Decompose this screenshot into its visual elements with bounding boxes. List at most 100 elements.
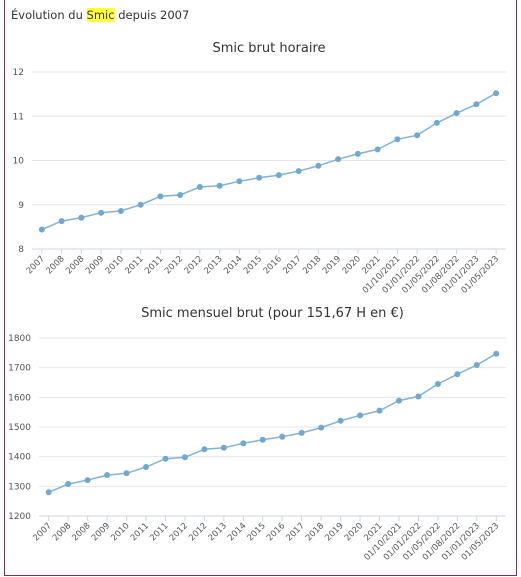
data-point[interactable] xyxy=(394,136,401,143)
data-point[interactable] xyxy=(78,214,85,221)
x-tick-label: 2013 xyxy=(202,254,224,276)
x-tick-label: 2016 xyxy=(262,254,284,276)
y-tick-label: 1300 xyxy=(8,482,31,492)
x-tick-label: 2019 xyxy=(323,521,345,543)
data-point[interactable] xyxy=(240,440,247,447)
x-tick-label: 2018 xyxy=(304,521,326,543)
x-tick-label: 2008 xyxy=(44,254,66,276)
data-point[interactable] xyxy=(216,182,223,189)
x-tick-label: 2011 xyxy=(148,521,170,543)
data-point[interactable] xyxy=(123,470,130,477)
data-point[interactable] xyxy=(335,156,342,163)
series-line xyxy=(48,353,497,493)
y-tick-label: 1500 xyxy=(8,423,31,433)
series-line xyxy=(41,92,497,231)
data-point[interactable] xyxy=(279,433,286,440)
page-title: Évolution du Smic depuis 2007 xyxy=(11,8,189,22)
data-point[interactable] xyxy=(236,178,243,185)
data-point[interactable] xyxy=(259,436,266,443)
data-point[interactable] xyxy=(181,454,188,461)
y-tick-label: 12 xyxy=(13,68,24,78)
x-tick-label: 2018 xyxy=(301,254,323,276)
x-tick-label: 2010 xyxy=(109,521,131,543)
data-point[interactable] xyxy=(374,146,381,153)
chart-title: Smic brut horaire xyxy=(212,41,325,56)
x-tick-label: 2010 xyxy=(104,254,126,276)
data-point[interactable] xyxy=(295,168,302,175)
data-point[interactable] xyxy=(104,472,111,479)
data-point[interactable] xyxy=(143,464,150,471)
data-point[interactable] xyxy=(414,132,421,139)
y-tick-label: 10 xyxy=(13,157,25,167)
title-prefix: Évolution du xyxy=(11,8,87,22)
x-tick-label: 2019 xyxy=(321,254,343,276)
y-tick-label: 1700 xyxy=(8,364,31,374)
data-point[interactable] xyxy=(275,172,282,179)
x-tick-label: 2013 xyxy=(207,521,229,543)
data-point[interactable] xyxy=(137,201,144,208)
data-point[interactable] xyxy=(196,184,203,191)
x-tick-label: 2009 xyxy=(90,521,112,543)
title-suffix: depuis 2007 xyxy=(114,8,190,22)
chart-title: Smic mensuel brut (pour 151,67 H en €) xyxy=(141,306,404,321)
x-tick-label: 2012 xyxy=(163,254,185,276)
grid xyxy=(32,71,506,250)
y-tick-label: 9 xyxy=(18,201,24,211)
x-tick-label: 2014 xyxy=(226,521,248,543)
x-tick-label: 2017 xyxy=(281,254,303,276)
data-point[interactable] xyxy=(493,90,500,97)
x-tick-label: 2012 xyxy=(183,254,205,276)
x-tick-label: 2020 xyxy=(341,254,363,276)
data-point[interactable] xyxy=(395,397,402,404)
y-tick-label: 1600 xyxy=(8,393,31,403)
monthly-chart: Smic mensuel brut (pour 151,67 H en €) 12… xyxy=(8,306,506,563)
data-point[interactable] xyxy=(65,480,72,487)
data-point[interactable] xyxy=(376,407,383,414)
data-point[interactable] xyxy=(58,218,65,225)
data-point[interactable] xyxy=(45,489,52,496)
data-point[interactable] xyxy=(473,101,480,108)
data-point[interactable] xyxy=(354,150,361,157)
y-tick-label: 1200 xyxy=(8,512,31,522)
data-point[interactable] xyxy=(38,226,45,233)
data-point[interactable] xyxy=(433,119,440,126)
data-point[interactable] xyxy=(473,361,480,368)
data-point[interactable] xyxy=(453,110,460,117)
data-point[interactable] xyxy=(98,209,105,216)
data-point[interactable] xyxy=(256,174,263,181)
hourly-chart: Smic brut horaire89101112200720082008200… xyxy=(13,41,506,296)
x-tick-label: 2011 xyxy=(129,521,151,543)
y-tick-label: 1400 xyxy=(8,453,31,463)
data-point[interactable] xyxy=(84,477,91,484)
data-point[interactable] xyxy=(454,371,461,378)
data-point[interactable] xyxy=(162,455,169,462)
data-point[interactable] xyxy=(157,193,164,200)
data-point[interactable] xyxy=(357,412,364,419)
data-point[interactable] xyxy=(434,380,441,387)
data-point[interactable] xyxy=(117,207,124,214)
grid xyxy=(39,337,506,517)
data-point[interactable] xyxy=(201,446,208,453)
y-tick-label: 11 xyxy=(13,112,24,122)
x-tick-label: 2007 xyxy=(25,254,47,276)
data-point[interactable] xyxy=(315,162,322,169)
title-highlight: Smic xyxy=(86,8,115,22)
x-tick-label: 2012 xyxy=(187,521,209,543)
data-point[interactable] xyxy=(220,444,227,451)
x-tick-label: 2011 xyxy=(143,254,165,276)
x-tick-label: 2009 xyxy=(84,254,106,276)
x-tick-label: 2008 xyxy=(51,521,73,543)
hourly-chart-panel: Smic brut horaire 8 9 10 11 12 2007 2008 2008 200… xyxy=(6,30,511,296)
data-point[interactable] xyxy=(493,350,500,357)
x-tick-label: 2020 xyxy=(343,521,365,543)
x-tick-label: 2012 xyxy=(168,521,190,543)
monthly-chart-panel: Smic mensuel brut (pour 151,67 H en €) 12… xyxy=(6,294,511,564)
data-point[interactable] xyxy=(415,393,422,400)
data-point[interactable] xyxy=(298,429,305,436)
y-tick-label: 8 xyxy=(18,245,24,255)
data-point[interactable] xyxy=(177,192,184,199)
x-tick-label: 2011 xyxy=(123,254,145,276)
data-point[interactable] xyxy=(337,417,344,424)
x-tick-label: 2015 xyxy=(246,521,268,543)
data-point[interactable] xyxy=(318,424,325,431)
